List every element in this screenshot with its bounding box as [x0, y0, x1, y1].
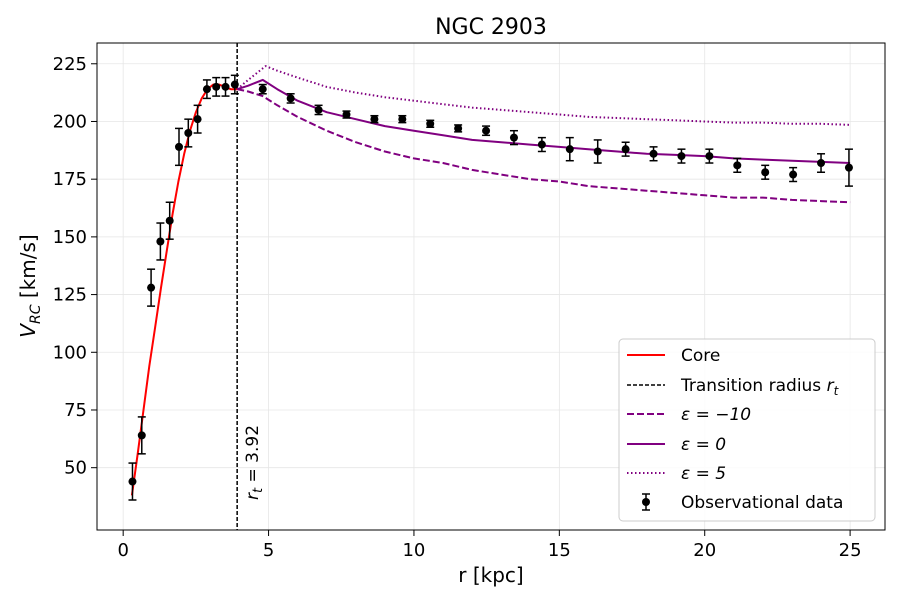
legend-core-label: Core: [681, 346, 720, 366]
obs-point: [593, 147, 602, 156]
legend-obs-label: Observational data: [681, 493, 843, 513]
annotation-value: = 3.92: [243, 425, 263, 488]
obs-point: [314, 105, 323, 114]
obs-point: [565, 145, 574, 154]
y-tick-label: 100: [53, 342, 87, 363]
obs-point: [202, 85, 211, 94]
plot-content: [128, 43, 853, 530]
y-tick-label: 125: [53, 285, 87, 306]
x-axis-label: r [kpc]: [458, 563, 523, 587]
obs-point: [137, 431, 146, 440]
y-axis-label-unit: [km/s]: [16, 234, 40, 304]
obs-point: [212, 82, 221, 91]
y-tick-label: 200: [53, 111, 87, 132]
legend-box: [618, 338, 876, 522]
x-tick-label: 25: [839, 540, 862, 561]
obs-point: [128, 477, 137, 486]
transition-radius-annotation: rt = 3.92: [243, 425, 266, 500]
x-tick-label: 0: [117, 540, 128, 561]
series-line-2: [236, 88, 851, 204]
x-tick-label: 15: [548, 540, 571, 561]
y-axis-label: VRC [km/s]: [16, 234, 44, 337]
x-tick-label: 5: [263, 540, 274, 561]
legend-eps-minus10-label: ε = −10: [681, 405, 751, 425]
legend-transition-text: Transition radius: [680, 376, 827, 396]
obs-point: [398, 115, 407, 124]
obs-point: [370, 115, 379, 124]
y-tick-label: 75: [64, 400, 87, 421]
annotation-subscript: t: [251, 487, 266, 493]
legend-transition-subscript: t: [834, 384, 840, 398]
obs-point: [258, 85, 267, 94]
obs-point: [184, 129, 193, 138]
obs-point: [621, 145, 630, 154]
obs-point: [230, 80, 239, 89]
grid-lines: [97, 43, 885, 530]
legend-transition-r: r: [827, 376, 835, 396]
legend-eps-0-label: ε = 0: [681, 435, 726, 455]
obs-point: [426, 119, 435, 128]
obs-point: [649, 149, 658, 158]
obs-point: [537, 140, 546, 149]
y-axis-label-main: V: [16, 323, 40, 338]
obs-point: [509, 133, 518, 142]
obs-point: [844, 163, 853, 172]
obs-point: [789, 170, 798, 179]
y-tick-label: 150: [53, 227, 87, 248]
plot-frame: [96, 42, 886, 531]
obs-point: [761, 168, 770, 177]
y-tick-label: 225: [53, 54, 87, 75]
obs-point: [817, 159, 826, 168]
obs-point: [193, 115, 202, 124]
obs-point: [482, 126, 491, 135]
legend-eps-5-label: ε = 5: [681, 464, 726, 484]
chart-title: NGC 2903: [435, 15, 547, 40]
obs-point: [221, 82, 230, 91]
obs-point: [705, 152, 714, 161]
y-axis-label-subscript: RC: [28, 304, 44, 324]
obs-point: [733, 161, 742, 170]
x-tick-label: 20: [693, 540, 716, 561]
x-tick-label: 10: [402, 540, 425, 561]
obs-point: [147, 283, 156, 292]
annotation-r: r: [243, 492, 263, 500]
obs-point: [174, 142, 183, 151]
obs-point: [156, 237, 165, 246]
axis-ticks: 0 5 10 15 20 25 50 75 100 125 150 175 200 225: [53, 54, 862, 561]
legend-transition-label: Transition radius rt: [680, 376, 840, 398]
obs-point: [342, 110, 351, 119]
obs-point: [677, 152, 686, 161]
y-tick-label: 50: [64, 458, 87, 479]
y-tick-label: 175: [53, 169, 87, 190]
legend-obs-marker: [642, 498, 650, 506]
obs-point: [286, 94, 295, 103]
obs-point: [165, 216, 174, 225]
obs-point: [454, 124, 463, 133]
legend: Core Transition radius rt ε = −10 ε = 0 …: [618, 338, 876, 522]
